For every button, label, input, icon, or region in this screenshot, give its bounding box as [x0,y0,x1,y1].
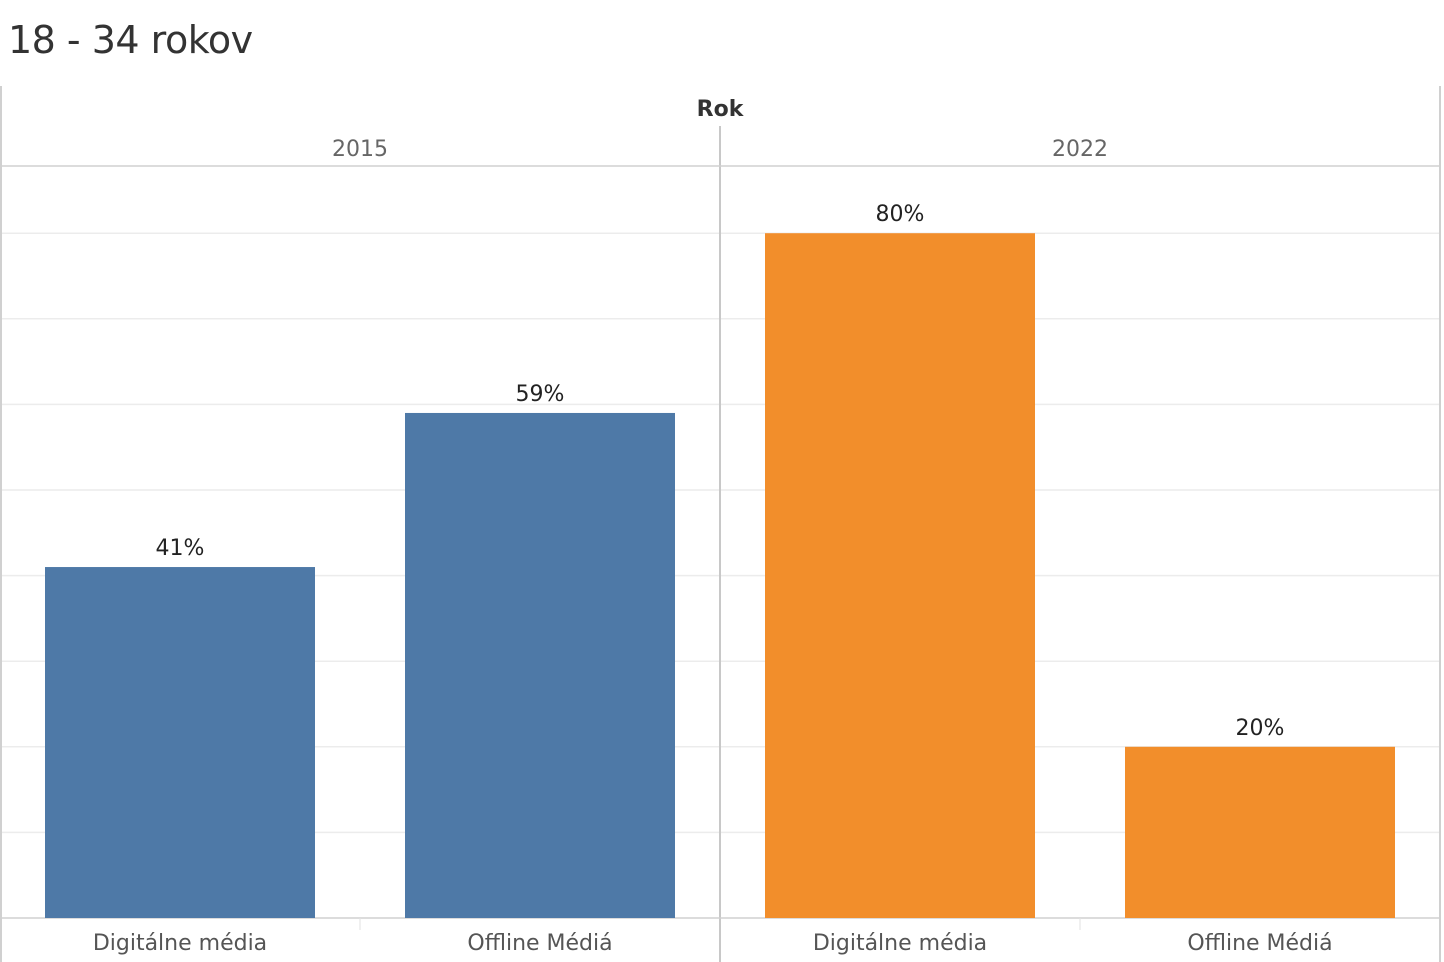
category-label-2022-digital: Digitálne média [813,931,987,956]
group-header-2022: 2022 [1052,137,1108,162]
category-label-2015-digital: Digitálne média [93,931,267,956]
chart-title: 18 - 34 rokov [8,18,253,62]
bars [45,233,1395,918]
bar-2022-offline[interactable] [1125,746,1395,918]
value-label-2015-offline: 59% [516,382,565,407]
bar-2015-digital[interactable] [45,567,315,918]
category-labels: Digitálne média Offline Médiá Digitálne mé… [93,931,1333,956]
chart-frame [0,86,1441,962]
column-header: Rok [697,97,745,122]
category-label-2022-offline: Offline Médiá [1187,931,1332,956]
bar-2015-offline[interactable] [405,412,675,918]
value-label-2015-digital: 41% [156,536,205,561]
group-header-2015: 2015 [332,137,388,162]
category-label-2015-offline: Offline Médiá [467,931,612,956]
value-label-2022-digital: 80% [876,202,925,227]
value-label-2022-offline: 20% [1236,716,1285,741]
value-labels: 41% 59% 80% 20% [156,202,1285,741]
bar-2022-digital[interactable] [765,233,1035,918]
